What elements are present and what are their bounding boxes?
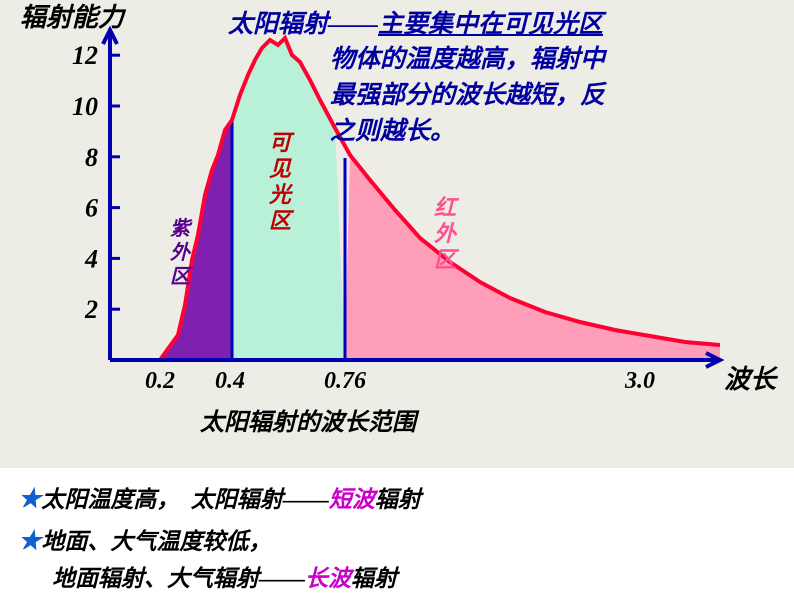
visible-label: 见 bbox=[269, 156, 292, 181]
ir-region bbox=[345, 155, 720, 360]
note2a: 地面、大气温度较低， bbox=[41, 529, 271, 554]
x-tick-label: 0.2 bbox=[145, 368, 175, 394]
y-tick-label: 8 bbox=[85, 143, 98, 172]
chart-panel: 24681012辐射能力0.20.40.763.0波长紫外区可见光区红外区太阳辐… bbox=[0, 0, 794, 468]
y-tick-label: 6 bbox=[85, 194, 98, 223]
note1-highlight: 短波 bbox=[329, 487, 375, 512]
note-line-1: ★太阳温度高， 太阳辐射——短波辐射 bbox=[18, 478, 776, 520]
note2b-highlight: 长波 bbox=[305, 566, 351, 591]
visible-label: 光 bbox=[268, 182, 294, 207]
note-line-2b: 地面辐射、大气辐射——长波辐射 bbox=[18, 561, 776, 598]
notes-panel: ★太阳温度高， 太阳辐射——短波辐射 ★地面、大气温度较低， 地面辐射、大气辐射… bbox=[0, 468, 794, 596]
title-underline: 主要集中在可见光区 bbox=[378, 11, 603, 38]
x-tick-label: 0.76 bbox=[324, 368, 366, 394]
ir-label: 红 bbox=[434, 195, 460, 220]
star-icon: ★ bbox=[18, 484, 41, 513]
chart-title: 太阳辐射——主要集中在可见光区 bbox=[228, 4, 603, 40]
note-line-2a: ★地面、大气温度较低， bbox=[18, 520, 776, 562]
uv-label: 外 bbox=[169, 241, 192, 264]
ir-label: 外 bbox=[434, 221, 458, 246]
note1-post: 辐射 bbox=[375, 487, 421, 512]
note1-pre: 太阳温度高， 太阳辐射—— bbox=[41, 487, 329, 512]
x-axis-label: 波长 bbox=[724, 365, 779, 394]
y-tick-label: 10 bbox=[72, 92, 98, 121]
x-tick-label: 3.0 bbox=[624, 368, 655, 394]
note2b-post: 辐射 bbox=[351, 566, 397, 591]
chart-body-text: 物体的温度越高，辐射中最强部分的波长越短，反之则越长。 bbox=[330, 42, 605, 150]
uv-label: 紫 bbox=[170, 217, 193, 240]
y-axis-label: 辐射能力 bbox=[20, 3, 127, 32]
y-tick-label: 12 bbox=[72, 41, 98, 70]
star-icon: ★ bbox=[18, 526, 41, 555]
y-tick-label: 4 bbox=[84, 244, 98, 273]
chart-caption: 太阳辐射的波长范围 bbox=[199, 409, 420, 436]
title-pre: 太阳辐射—— bbox=[228, 11, 378, 38]
y-tick-label: 2 bbox=[84, 295, 98, 324]
note2b-pre: 地面辐射、大气辐射—— bbox=[52, 566, 305, 591]
uv-label: 区 bbox=[170, 266, 193, 288]
x-tick-label: 0.4 bbox=[215, 368, 245, 394]
